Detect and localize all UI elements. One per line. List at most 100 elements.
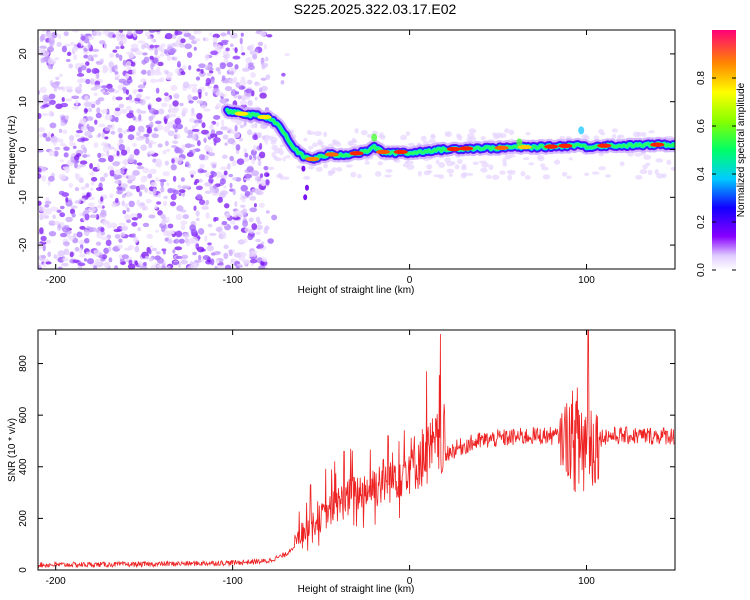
heatmap-cell bbox=[108, 246, 112, 252]
heatmap-cell bbox=[38, 90, 41, 95]
heatmap-cell bbox=[58, 173, 67, 181]
heatmap-cell bbox=[86, 116, 94, 121]
heatmap-cell bbox=[115, 53, 120, 58]
heatmap-cell bbox=[311, 142, 319, 148]
heatmap-cell bbox=[103, 261, 110, 269]
heatmap-cell bbox=[140, 144, 148, 151]
heatmap-cell bbox=[488, 164, 494, 171]
heatmap-cell bbox=[90, 176, 98, 182]
heatmap-cell bbox=[280, 80, 285, 85]
heatmap-cell bbox=[162, 149, 167, 155]
heatmap-cell bbox=[154, 204, 158, 210]
heatmap-cell bbox=[149, 245, 153, 249]
heatmap-cell bbox=[433, 174, 442, 178]
heatmap-cell bbox=[160, 213, 166, 220]
heatmap-cell bbox=[553, 159, 561, 165]
heatmap-cell bbox=[130, 61, 136, 67]
heatmap-cell bbox=[256, 221, 262, 225]
heatmap-cell bbox=[205, 172, 210, 178]
heatmap-cell bbox=[74, 172, 79, 179]
heatmap-cell bbox=[114, 197, 119, 204]
heatmap-cell bbox=[90, 78, 95, 85]
heatmap-cell bbox=[262, 124, 268, 129]
heatmap-cell bbox=[148, 257, 154, 262]
heatmap-cell bbox=[253, 144, 257, 152]
heatmap-cell bbox=[204, 182, 212, 187]
heatmap-cell bbox=[61, 262, 69, 267]
heatmap-cell bbox=[101, 109, 108, 114]
heatmap-cell bbox=[164, 92, 169, 97]
heatmap-cell bbox=[151, 247, 158, 252]
heatmap-cell bbox=[217, 70, 222, 75]
heatmap-cell bbox=[255, 224, 263, 231]
heatmap-cell bbox=[619, 161, 625, 167]
heatmap-cell bbox=[156, 66, 161, 74]
heatmap-cell bbox=[502, 157, 507, 164]
heatmap-cell bbox=[541, 166, 549, 171]
heatmap-cell bbox=[96, 107, 101, 114]
heatmap-cell bbox=[190, 112, 196, 117]
heatmap-cell bbox=[461, 172, 469, 177]
heatmap-cell bbox=[196, 100, 203, 104]
heatmap-cell bbox=[61, 97, 65, 103]
heatmap-cell bbox=[225, 53, 231, 59]
heatmap-cell bbox=[210, 129, 215, 135]
heatmap-cell bbox=[48, 149, 55, 157]
snr-frame bbox=[37, 329, 676, 571]
heatmap-cell bbox=[94, 80, 101, 86]
heatmap-cell bbox=[384, 174, 392, 178]
heatmap-cell bbox=[499, 170, 506, 175]
heatmap-cell bbox=[120, 183, 128, 189]
heatmap-cell bbox=[154, 229, 159, 233]
heatmap-cell bbox=[253, 203, 257, 208]
heatmap-cell bbox=[80, 65, 87, 71]
heatmap-cell bbox=[111, 123, 115, 131]
heatmap-cell bbox=[45, 261, 52, 265]
heatmap-cell bbox=[208, 70, 214, 74]
heatmap-cell bbox=[228, 249, 233, 257]
heatmap-cell bbox=[108, 61, 114, 68]
heatmap-cell bbox=[47, 60, 52, 64]
y-tick-label: -10 bbox=[18, 190, 29, 205]
heatmap-cell bbox=[168, 103, 173, 109]
heatmap-cell bbox=[169, 48, 177, 54]
heatmap-cell bbox=[94, 119, 98, 125]
heatmap-cell bbox=[192, 148, 196, 154]
heatmap-cell bbox=[148, 107, 157, 114]
heatmap-cell bbox=[223, 203, 230, 209]
heatmap-cell bbox=[209, 32, 213, 36]
heatmap-cell bbox=[63, 152, 69, 158]
heatmap-cell bbox=[238, 212, 244, 218]
x-tick-label: 100 bbox=[578, 275, 595, 286]
heatmap-cell bbox=[79, 253, 86, 258]
heatmap-cell bbox=[234, 47, 238, 54]
heatmap-cell bbox=[103, 172, 108, 178]
heatmap-cell bbox=[435, 159, 440, 165]
heatmap-cell bbox=[158, 108, 165, 115]
heatmap-cell bbox=[223, 252, 229, 260]
heatmap-cell bbox=[179, 102, 184, 107]
heatmap-cell bbox=[155, 177, 160, 182]
heatmap-cell bbox=[181, 185, 188, 190]
heatmap-cell bbox=[127, 156, 135, 164]
heatmap-cell bbox=[74, 200, 81, 204]
heatmap-cell bbox=[128, 259, 133, 266]
heatmap-cell bbox=[95, 187, 104, 192]
heatmap-cell bbox=[93, 92, 98, 97]
heatmap-cell bbox=[157, 264, 161, 268]
heatmap-cell bbox=[235, 119, 242, 126]
heatmap-cell bbox=[215, 121, 220, 127]
heatmap-cell bbox=[139, 98, 146, 106]
heatmap-cell bbox=[248, 217, 254, 223]
heatmap-cell bbox=[170, 164, 177, 171]
heatmap-cell bbox=[115, 45, 120, 50]
heatmap-cell bbox=[207, 85, 212, 89]
heatmap-cell bbox=[284, 53, 290, 57]
heatmap-cell bbox=[192, 251, 197, 256]
heatmap-cell bbox=[301, 165, 306, 172]
heatmap-cell bbox=[150, 141, 157, 145]
heatmap-cell bbox=[71, 95, 80, 100]
heatmap-cell bbox=[59, 205, 65, 210]
heatmap-cell bbox=[88, 206, 96, 213]
heatmap-cell bbox=[74, 246, 80, 252]
